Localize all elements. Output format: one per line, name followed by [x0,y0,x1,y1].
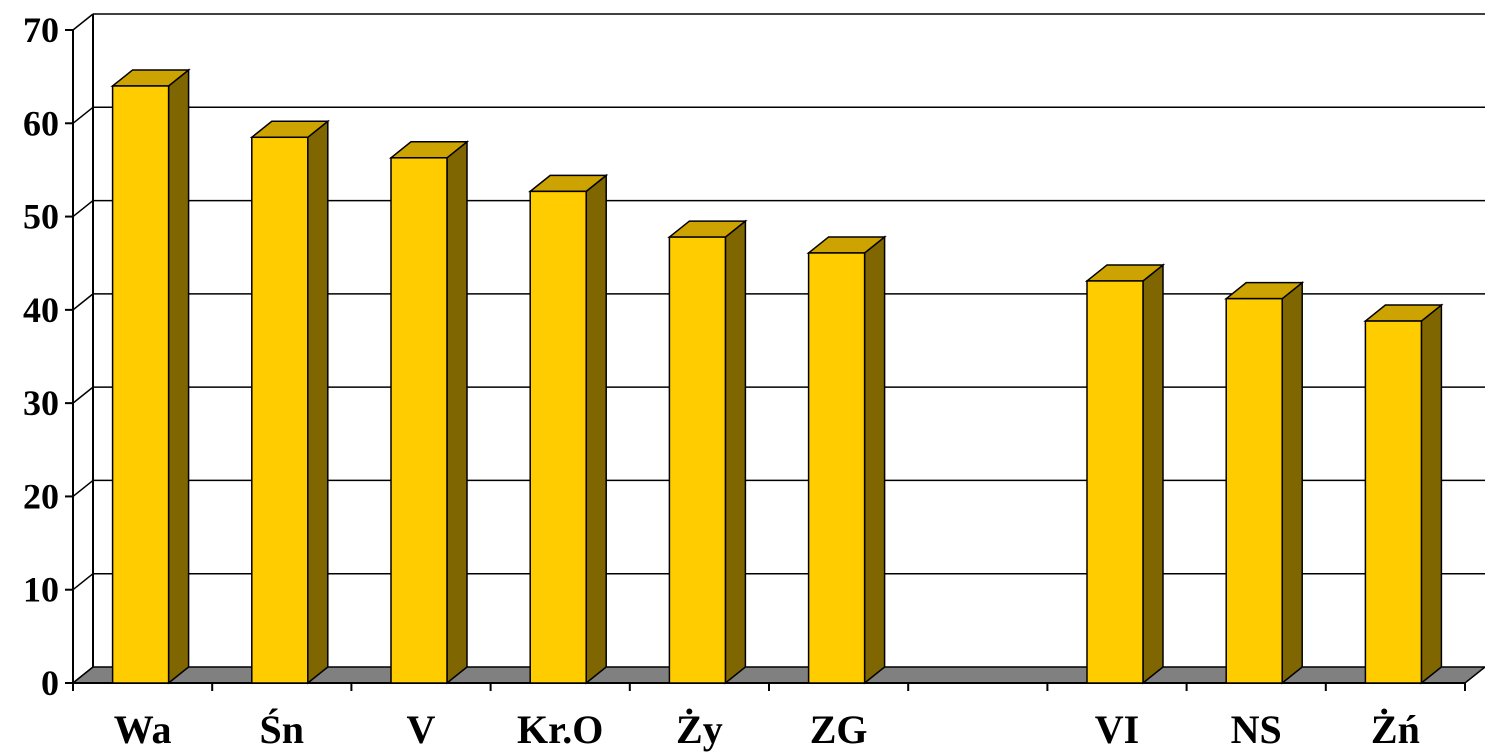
gridline-depth [72,479,94,498]
x-category-label: Wa [114,707,172,752]
y-tick-label: 50 [23,197,59,237]
gridline-depth [72,13,94,31]
bar-side [446,140,468,685]
bar-side [1281,281,1303,685]
bar-side [167,68,190,685]
bar-side [307,119,329,685]
x-category-label: Kr.O [517,707,603,752]
gridline-depth [72,199,94,218]
category-labels: Wa Śn V Kr.O Ży ZG VI NS Żń [114,707,1420,752]
bar-front [1086,280,1144,684]
bar-side [585,173,607,685]
bar [1084,263,1166,685]
bar [249,119,330,685]
bar [388,140,470,685]
bar-front [390,157,448,684]
bar-front [1364,320,1423,684]
y-axis: 0 10 20 30 40 50 60 70 [23,10,1466,703]
bar-front [807,252,866,684]
bar-front [1225,297,1283,684]
y-tick-label: 0 [41,663,59,703]
bar [1224,281,1305,685]
gridline-depth [72,386,94,404]
x-category-label: NS [1231,707,1282,752]
bar-front [251,136,309,684]
x-category-label: Ży [676,707,723,752]
bars [110,68,1444,685]
x-category-label: VI [1095,707,1139,752]
bar [806,235,887,685]
y-tick-label: 60 [23,103,59,143]
bar [667,219,748,685]
bar-side [1420,303,1443,685]
y-tick-label: 10 [23,570,59,610]
bar-side [724,219,747,685]
bar-front [668,236,727,684]
bar [528,173,609,685]
bar-side [1142,263,1164,685]
bar-front [111,85,170,684]
y-tick-label: 20 [23,476,59,516]
x-category-label: Śn [260,707,305,752]
gridline-depth [72,106,94,124]
bar [1363,303,1444,685]
gridline-depth [72,573,94,591]
x-category-label: Żń [1371,707,1420,752]
y-tick-label: 70 [23,10,59,50]
y-tick-label: 40 [23,290,59,330]
x-category-label: ZG [810,707,868,752]
bar [110,68,191,685]
bar-side [863,235,886,685]
x-category-label: V [407,707,436,752]
y-tick-label: 30 [23,383,59,423]
gridline-depth [72,293,94,311]
bar-front [529,190,587,684]
